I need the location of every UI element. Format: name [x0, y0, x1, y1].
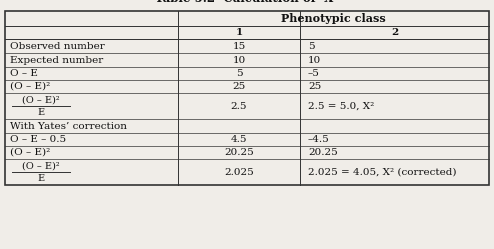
- Text: (O – E)²: (O – E)²: [22, 162, 60, 171]
- Text: 2.025: 2.025: [224, 168, 254, 177]
- Text: 5: 5: [308, 42, 315, 51]
- Text: 20.25: 20.25: [308, 148, 338, 157]
- Text: –4.5: –4.5: [308, 135, 330, 144]
- Text: (O – E)²: (O – E)²: [10, 148, 50, 157]
- Text: E: E: [38, 174, 44, 183]
- Text: Expected number: Expected number: [10, 56, 103, 64]
- Text: 20.25: 20.25: [224, 148, 254, 157]
- Text: 2.5 = 5.0, X²: 2.5 = 5.0, X²: [308, 102, 374, 111]
- Text: 5: 5: [236, 69, 243, 78]
- Text: Phenotypic class: Phenotypic class: [281, 13, 386, 24]
- Text: (O – E)²: (O – E)²: [10, 82, 50, 91]
- Text: (O – E)²: (O – E)²: [22, 96, 60, 105]
- Text: Observed number: Observed number: [10, 42, 105, 51]
- Text: 2.5: 2.5: [231, 102, 247, 111]
- Text: E: E: [38, 108, 44, 117]
- Text: 4.5: 4.5: [231, 135, 247, 144]
- Text: O – E – 0.5: O – E – 0.5: [10, 135, 66, 144]
- Text: 10: 10: [232, 56, 246, 64]
- Text: –5: –5: [308, 69, 320, 78]
- Text: Table 5.2  Calculation of  X²: Table 5.2 Calculation of X²: [155, 0, 339, 5]
- Text: 1: 1: [235, 28, 243, 37]
- Text: 15: 15: [232, 42, 246, 51]
- Text: With Yates’ correction: With Yates’ correction: [10, 122, 127, 130]
- Text: 2: 2: [391, 28, 398, 37]
- Text: 25: 25: [232, 82, 246, 91]
- Text: O – E: O – E: [10, 69, 38, 78]
- Text: 10: 10: [308, 56, 321, 64]
- Text: 25: 25: [308, 82, 321, 91]
- Text: 2.025 = 4.05, X² (corrected): 2.025 = 4.05, X² (corrected): [308, 168, 456, 177]
